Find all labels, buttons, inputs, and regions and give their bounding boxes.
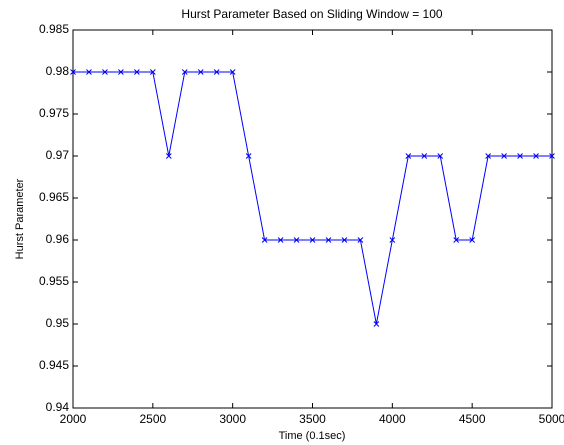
y-tick-label: 0.98 xyxy=(46,64,70,78)
chart-title: Hurst Parameter Based on Sliding Window … xyxy=(181,7,442,21)
data-point xyxy=(453,237,460,243)
x-axis-label: Time (0.1sec) xyxy=(279,430,346,442)
x-tick-label: 2500 xyxy=(139,412,166,426)
data-point xyxy=(229,69,236,75)
data-point xyxy=(437,153,444,159)
x-tick-label: 2000 xyxy=(60,412,87,426)
data-point xyxy=(389,237,396,243)
x-tick-label: 3500 xyxy=(299,412,326,426)
data-point xyxy=(341,237,348,243)
data-point xyxy=(149,69,156,75)
data-point xyxy=(181,69,188,75)
data-line xyxy=(73,71,552,325)
plot-frame xyxy=(72,29,553,409)
data-point xyxy=(70,69,76,75)
data-point xyxy=(325,237,332,243)
data-point xyxy=(197,69,204,75)
y-tick-label: 0.965 xyxy=(39,190,69,204)
data-point xyxy=(309,237,316,243)
y-tick-label: 0.985 xyxy=(39,22,69,36)
data-point xyxy=(165,153,172,159)
data-point xyxy=(469,237,476,243)
data-point xyxy=(485,153,491,159)
y-tick-label: 0.95 xyxy=(46,316,70,330)
data-point xyxy=(245,153,252,159)
y-tick-label: 0.96 xyxy=(46,232,70,246)
data-point xyxy=(517,153,523,159)
data-point xyxy=(357,237,364,243)
y-tick-label: 0.955 xyxy=(39,274,69,288)
y-tick-label: 0.945 xyxy=(39,358,69,372)
data-point xyxy=(501,153,507,159)
data-point xyxy=(102,69,108,75)
data-point xyxy=(405,153,412,159)
data-point xyxy=(373,321,380,327)
data-point xyxy=(533,153,539,159)
data-point xyxy=(118,69,124,75)
data-point xyxy=(421,153,428,159)
data-point xyxy=(86,69,92,75)
y-axis-label: Hurst Parameter xyxy=(14,178,26,259)
data-point xyxy=(549,153,555,159)
x-tick-label: 5000 xyxy=(539,412,564,426)
data-point xyxy=(261,237,268,243)
y-tick-label: 0.97 xyxy=(46,148,70,162)
data-point xyxy=(213,69,220,75)
x-tick-label: 3000 xyxy=(219,412,246,426)
y-tick-label: 0.94 xyxy=(46,400,70,414)
x-tick-label: 4000 xyxy=(379,412,406,426)
data-point xyxy=(277,237,284,243)
y-tick-label: 0.975 xyxy=(39,106,69,120)
data-point xyxy=(293,237,300,243)
data-point xyxy=(134,69,140,75)
x-tick-label: 4500 xyxy=(459,412,486,426)
